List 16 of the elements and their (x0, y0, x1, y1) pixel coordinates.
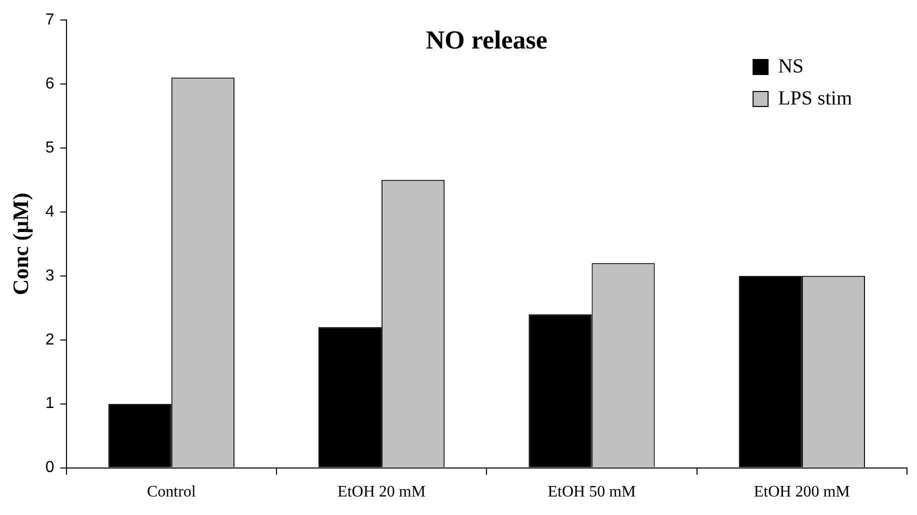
y-tick-label: 3 (45, 267, 54, 284)
x-tick-label: EtOH 20 mM (338, 484, 426, 501)
y-tick-label: 5 (45, 139, 54, 156)
y-tick-label: 0 (45, 459, 54, 476)
y-axis-title: Conc (µM) (8, 192, 33, 296)
x-tick-label: Control (146, 484, 196, 501)
chart-title: NO release (426, 26, 548, 55)
y-tick-label: 6 (45, 75, 54, 92)
y-tick-label: 2 (45, 331, 54, 348)
x-tick-label: EtOH 50 mM (548, 484, 636, 501)
x-tick-label: EtOH 200 mM (754, 484, 850, 501)
legend-label: LPS stim (778, 87, 852, 110)
legend-label: NS (778, 55, 804, 78)
y-tick-label: 4 (45, 203, 54, 220)
y-tick-label: 7 (45, 11, 54, 28)
y-tick-label: 1 (45, 395, 54, 412)
